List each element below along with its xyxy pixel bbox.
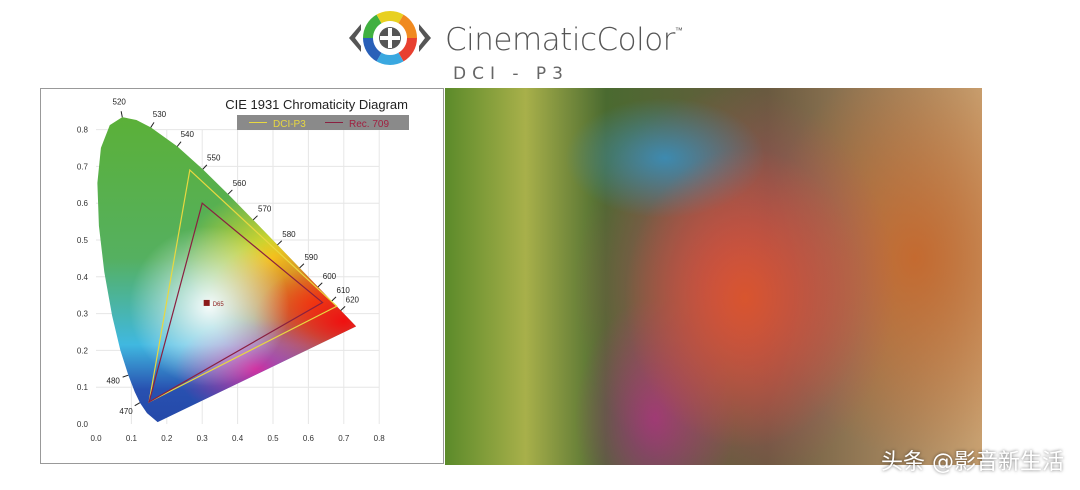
watermark: 头条 @影音新生活 <box>881 450 1064 475</box>
x-tick-label: 0.3 <box>197 434 209 443</box>
wavelength-label: 580 <box>282 230 296 239</box>
x-tick-label: 0.1 <box>126 434 138 443</box>
gamut-triangle-dci-p3 <box>148 168 338 404</box>
y-tick-label: 0.6 <box>77 199 89 208</box>
gamut-triangle-rec-709 <box>148 202 324 404</box>
wavelength-tick <box>331 296 337 302</box>
legend-label-rec709: Rec. 709 <box>349 119 389 130</box>
wavelength-tick <box>227 189 233 195</box>
y-tick-label: 0.4 <box>77 273 89 282</box>
y-tick-label: 0.2 <box>77 346 89 355</box>
d65-marker <box>203 299 210 306</box>
eye-icon <box>349 11 431 65</box>
wavelength-tick <box>122 374 129 378</box>
x-tick-label: 0.4 <box>232 434 244 443</box>
wavelength-label: 600 <box>323 272 337 281</box>
wavelength-tick <box>277 240 283 246</box>
wavelength-label: 620 <box>346 295 360 304</box>
cinematic-color-logo: CinematicColor™ DCI - P3 <box>345 8 685 88</box>
d65-label: D65 <box>213 302 225 308</box>
legend <box>237 115 409 130</box>
wavelength-label: 560 <box>233 179 247 188</box>
wavelength-label: 540 <box>181 130 195 139</box>
x-tick-label: 0.6 <box>303 434 315 443</box>
wavelength-tick <box>120 111 123 118</box>
brand-name: CinematicColor <box>445 22 675 58</box>
chart-title: CIE 1931 Chromaticity Diagram <box>225 97 408 112</box>
wavelength-tick <box>176 141 182 147</box>
y-tick-label: 0.8 <box>77 126 89 135</box>
wavelength-label: 550 <box>207 154 221 163</box>
cie-chart: 470480520530540550560570580590600610620 … <box>77 97 409 443</box>
wavelength-tick <box>340 306 346 311</box>
wavelength-label: 480 <box>107 376 121 385</box>
white-region <box>129 226 290 387</box>
wavelength-tick <box>150 122 155 128</box>
trademark: ™ <box>674 26 683 35</box>
color-gamut-fill <box>97 117 357 423</box>
x-tick-label: 0.5 <box>267 434 279 443</box>
y-tick-label: 0.3 <box>77 310 89 319</box>
legend-label-dci-p3: DCI-P3 <box>273 119 306 130</box>
y-tick-label: 0.7 <box>77 162 89 171</box>
wavelength-label: 470 <box>119 407 133 416</box>
x-tick-label: 0.0 <box>90 434 102 443</box>
y-tick-label: 0.5 <box>77 236 89 245</box>
painted-face-photo <box>445 88 982 465</box>
wavelength-label: 530 <box>153 110 167 119</box>
wavelength-tick <box>134 402 141 407</box>
wavelength-label: 570 <box>258 205 272 214</box>
wavelength-label: 610 <box>337 286 351 295</box>
wavelength-tick <box>299 263 305 269</box>
cie-chart-panel: 470 480 520 530 540 550 560 570 580 590 600 610 620 … <box>40 88 444 464</box>
wavelength-label: 520 <box>113 97 127 106</box>
x-tick-label: 0.8 <box>374 434 386 443</box>
y-tick-label: 0.1 <box>77 383 89 392</box>
logo-subtitle: DCI - P3 <box>453 64 569 84</box>
x-tick-label: 0.2 <box>161 434 173 443</box>
wavelength-tick <box>252 215 258 221</box>
wavelength-tick <box>202 164 208 170</box>
y-tick-label: 0.0 <box>77 420 89 429</box>
wavelength-tick <box>317 282 323 288</box>
wavelength-label: 590 <box>304 253 318 262</box>
x-tick-label: 0.7 <box>338 434 350 443</box>
